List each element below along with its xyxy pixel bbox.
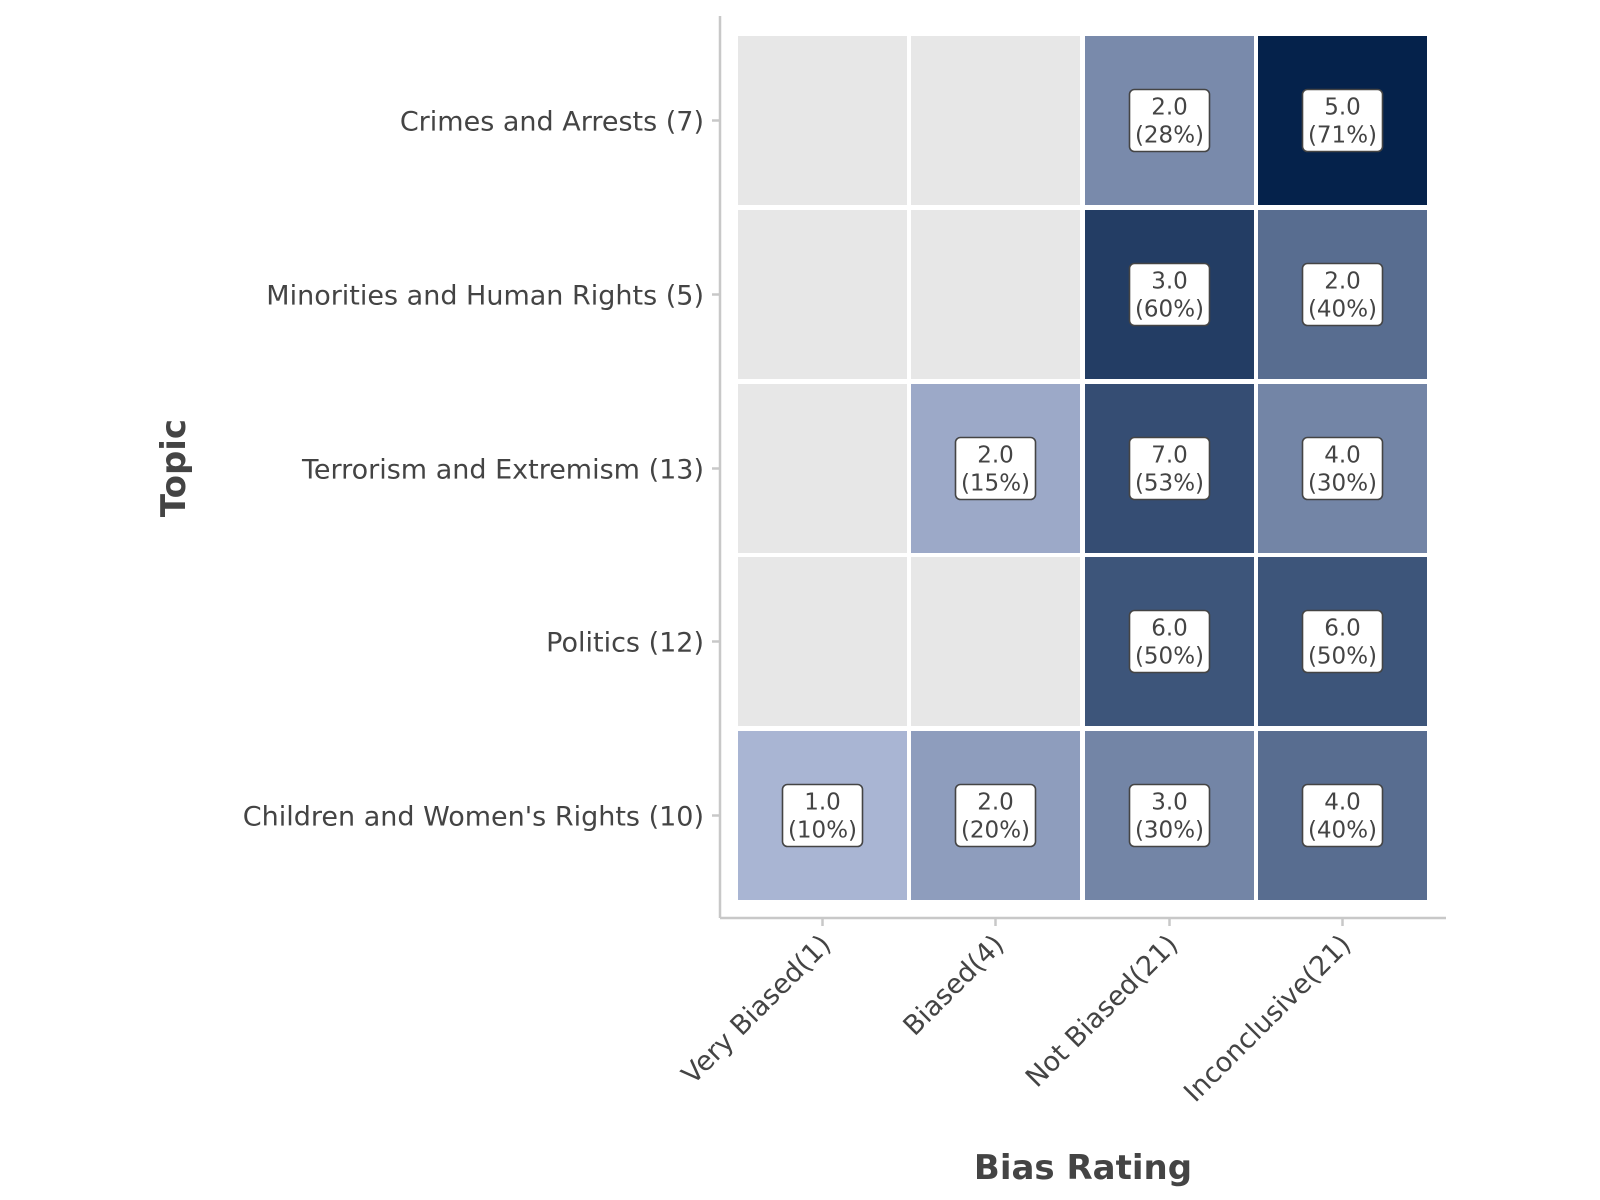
x-tick-label: Biased(4) <box>898 929 1011 1042</box>
cell-label: 2.0(28%) <box>1128 88 1211 153</box>
cell-percent: (50%) <box>1308 644 1377 670</box>
cell-label: 5.0(71%) <box>1301 88 1384 153</box>
cell-annotations: 2.0(28%)5.0(71%)3.0(60%)2.0(40%)2.0(15%)… <box>781 88 1384 848</box>
cell-label-box <box>1128 609 1211 674</box>
cell-label-box <box>1301 262 1384 327</box>
cell-value: 7.0 <box>1151 443 1188 469</box>
cell-value: 2.0 <box>1324 269 1361 295</box>
heatmap-cell <box>738 210 907 379</box>
cell-label-box <box>781 783 864 848</box>
heatmap-cells <box>738 36 1427 900</box>
heatmap-cell <box>911 557 1080 726</box>
cell-percent: (53%) <box>1135 471 1204 497</box>
cell-percent: (40%) <box>1308 297 1377 323</box>
cell-percent: (20%) <box>961 818 1030 844</box>
y-tick-label: Minorities and Human Rights (5) <box>266 281 704 312</box>
cell-value: 2.0 <box>977 443 1014 469</box>
cell-percent: (10%) <box>788 818 857 844</box>
cell-label: 7.0(53%) <box>1128 436 1211 501</box>
cell-percent: (50%) <box>1135 644 1204 670</box>
cell-value: 2.0 <box>977 790 1014 816</box>
cell-value: 4.0 <box>1324 443 1361 469</box>
cell-percent: (40%) <box>1308 818 1377 844</box>
cell-label-box <box>954 436 1037 501</box>
heatmap-cell <box>911 36 1080 205</box>
cell-label-box <box>1301 88 1384 153</box>
cell-label-box <box>1301 783 1384 848</box>
cell-label: 3.0(30%) <box>1128 783 1211 848</box>
x-axis-title: Bias Rating <box>974 1148 1192 1188</box>
cell-percent: (60%) <box>1135 297 1204 323</box>
heatmap-cell <box>738 557 907 726</box>
axes <box>718 16 1446 920</box>
x-tick-labels: Very Biased(1) Biased(4) Not Biased(21)Inc… <box>676 918 1357 1108</box>
cell-value: 6.0 <box>1151 616 1188 642</box>
cell-value: 4.0 <box>1324 790 1361 816</box>
heatmap-cell <box>911 210 1080 379</box>
y-tick-labels: Crimes and Arrests (7) Minorities and Hum… <box>243 107 720 833</box>
cell-label: 4.0(30%) <box>1301 436 1384 501</box>
cell-value: 5.0 <box>1324 95 1361 121</box>
cell-percent: (28%) <box>1135 123 1204 149</box>
cell-label-box <box>1301 436 1384 501</box>
cell-percent: (30%) <box>1135 818 1204 844</box>
cell-value: 2.0 <box>1151 95 1188 121</box>
x-tick-label: Inconclusive(21) <box>1178 929 1357 1108</box>
cell-percent: (30%) <box>1308 471 1377 497</box>
y-axis-title: Topic <box>154 419 194 517</box>
cell-value: 1.0 <box>804 790 841 816</box>
cell-label-box <box>1301 609 1384 674</box>
heatmap-cell <box>738 384 907 553</box>
y-tick-label: Crimes and Arrests (7) <box>400 107 704 138</box>
cell-label: 2.0(15%) <box>954 436 1037 501</box>
cell-label: 6.0(50%) <box>1128 609 1211 674</box>
cell-percent: (15%) <box>961 471 1030 497</box>
cell-label: 6.0(50%) <box>1301 609 1384 674</box>
cell-value: 3.0 <box>1151 790 1188 816</box>
y-tick-label: Politics (12) <box>546 628 704 659</box>
cell-value: 3.0 <box>1151 269 1188 295</box>
y-tick-label: Children and Women's Rights (10) <box>243 802 704 833</box>
cell-percent: (71%) <box>1308 123 1377 149</box>
x-tick-label: Very Biased(1) <box>676 929 837 1090</box>
x-tick-label: Not Biased(21) <box>1020 929 1185 1094</box>
cell-label: 2.0(20%) <box>954 783 1037 848</box>
cell-label-box <box>1128 88 1211 153</box>
cell-label: 1.0(10%) <box>781 783 864 848</box>
cell-label: 4.0(40%) <box>1301 783 1384 848</box>
cell-label-box <box>1128 436 1211 501</box>
y-tick-label: Terrorism and Extremism (13) <box>301 455 704 486</box>
cell-label: 3.0(60%) <box>1128 262 1211 327</box>
cell-label-box <box>1128 783 1211 848</box>
cell-label: 2.0(40%) <box>1301 262 1384 327</box>
cell-label-box <box>1128 262 1211 327</box>
cell-label-box <box>954 783 1037 848</box>
cell-value: 6.0 <box>1324 616 1361 642</box>
heatmap-cell <box>738 36 907 205</box>
